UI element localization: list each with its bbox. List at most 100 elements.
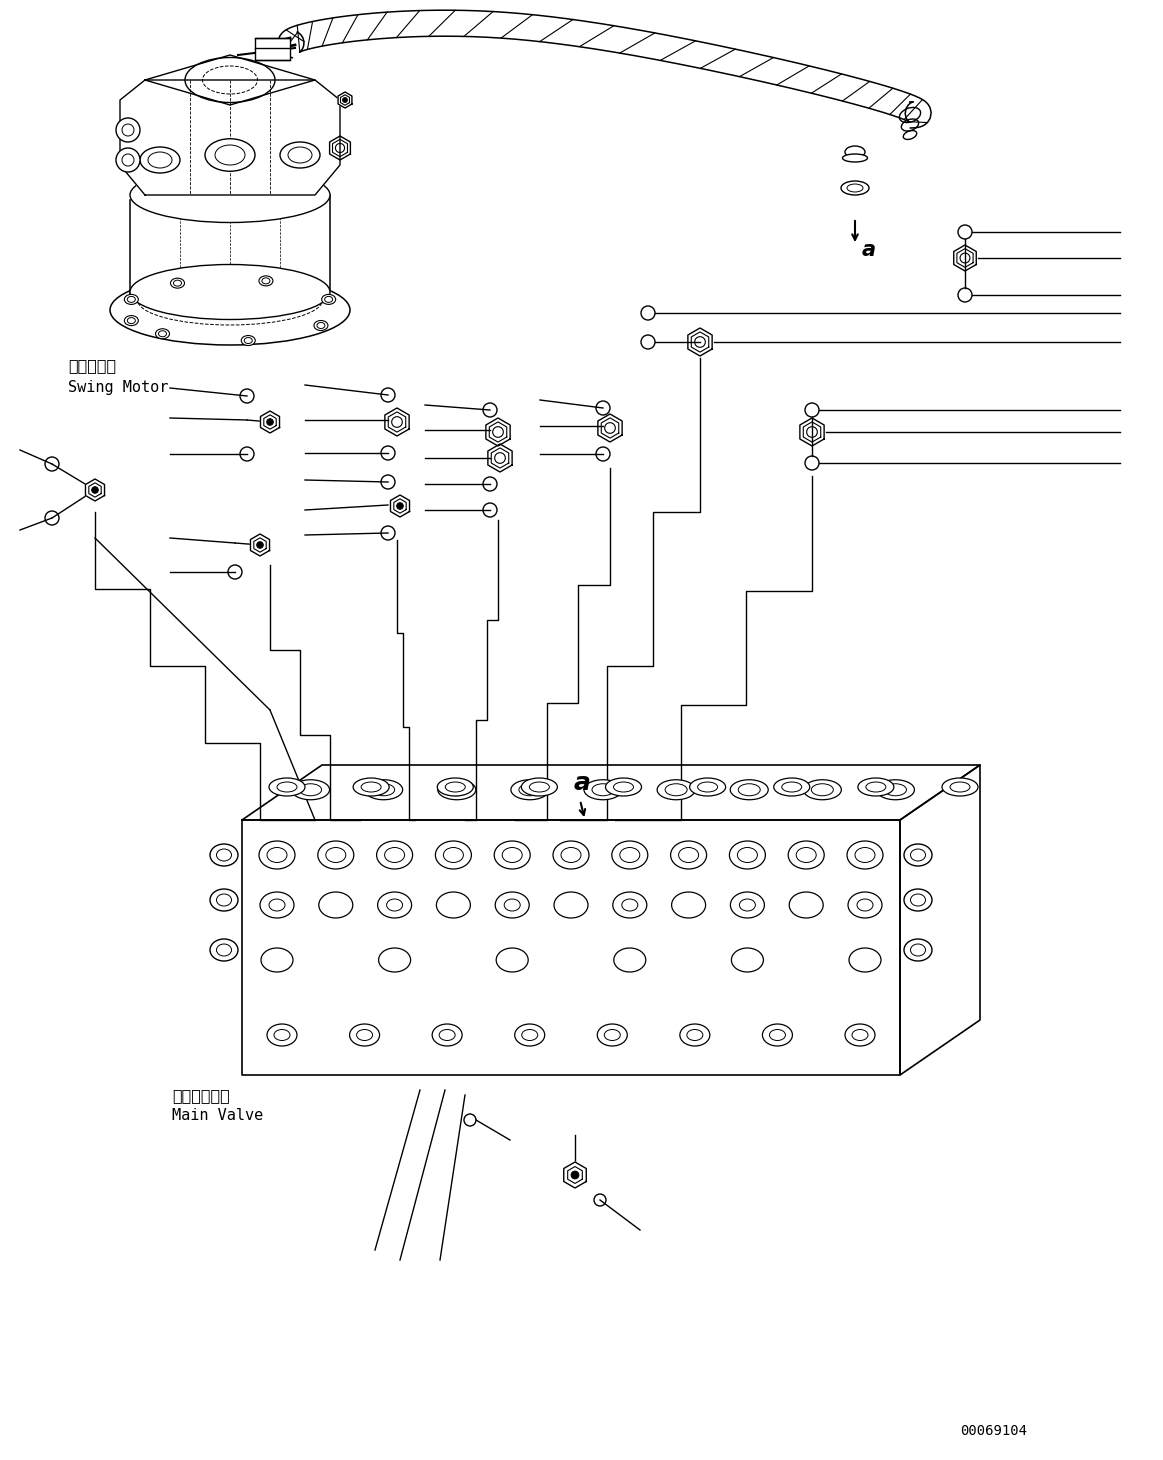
Ellipse shape (521, 778, 557, 796)
Polygon shape (242, 765, 980, 821)
Circle shape (116, 118, 140, 142)
Ellipse shape (804, 780, 841, 800)
Ellipse shape (846, 146, 865, 158)
Ellipse shape (904, 939, 932, 961)
Circle shape (116, 147, 140, 172)
Ellipse shape (379, 948, 411, 972)
Polygon shape (85, 479, 105, 501)
Ellipse shape (497, 948, 528, 972)
Ellipse shape (319, 892, 352, 918)
Ellipse shape (846, 1023, 875, 1045)
Ellipse shape (292, 780, 329, 800)
Ellipse shape (732, 948, 763, 972)
Ellipse shape (763, 1023, 792, 1045)
Ellipse shape (942, 778, 978, 796)
Polygon shape (564, 1162, 586, 1188)
Ellipse shape (280, 142, 320, 168)
Ellipse shape (259, 276, 273, 286)
Ellipse shape (904, 844, 932, 866)
Ellipse shape (612, 841, 648, 869)
Ellipse shape (614, 948, 645, 972)
Ellipse shape (124, 315, 138, 326)
Ellipse shape (261, 948, 293, 972)
Ellipse shape (671, 841, 707, 869)
Ellipse shape (729, 841, 765, 869)
Ellipse shape (842, 153, 868, 162)
Ellipse shape (365, 780, 402, 800)
Ellipse shape (377, 841, 413, 869)
Circle shape (266, 419, 273, 425)
Ellipse shape (350, 1023, 379, 1045)
Ellipse shape (205, 139, 255, 171)
Polygon shape (145, 55, 315, 105)
Circle shape (92, 486, 99, 493)
Ellipse shape (259, 841, 295, 869)
Ellipse shape (437, 780, 476, 800)
Ellipse shape (877, 780, 914, 800)
Ellipse shape (680, 1023, 709, 1045)
Circle shape (571, 1171, 579, 1178)
Ellipse shape (140, 147, 180, 172)
Ellipse shape (435, 841, 471, 869)
Ellipse shape (849, 948, 882, 972)
Ellipse shape (354, 778, 390, 796)
Text: メインバルブ: メインバルブ (172, 1088, 230, 1102)
Text: Swing Motor: Swing Motor (67, 380, 169, 396)
Polygon shape (391, 495, 409, 517)
Ellipse shape (671, 892, 706, 918)
Ellipse shape (606, 778, 642, 796)
Ellipse shape (156, 328, 170, 339)
Text: Main Valve: Main Valve (172, 1108, 263, 1123)
Ellipse shape (130, 264, 330, 320)
Text: 00069104: 00069104 (959, 1424, 1027, 1438)
Ellipse shape (269, 778, 305, 796)
Circle shape (397, 502, 404, 510)
Ellipse shape (790, 892, 823, 918)
Ellipse shape (598, 1023, 627, 1045)
Ellipse shape (211, 844, 238, 866)
Ellipse shape (241, 336, 255, 346)
Ellipse shape (433, 1023, 462, 1045)
Ellipse shape (841, 181, 869, 196)
Ellipse shape (267, 1023, 297, 1045)
Ellipse shape (211, 939, 238, 961)
Polygon shape (120, 80, 340, 196)
Ellipse shape (904, 889, 932, 911)
Ellipse shape (124, 295, 138, 304)
Ellipse shape (322, 295, 336, 304)
Ellipse shape (110, 274, 350, 345)
Ellipse shape (495, 892, 529, 918)
Ellipse shape (552, 841, 588, 869)
Ellipse shape (730, 780, 769, 800)
Ellipse shape (378, 892, 412, 918)
Ellipse shape (515, 1023, 544, 1045)
Ellipse shape (847, 841, 883, 869)
Text: a: a (862, 239, 876, 260)
Polygon shape (250, 534, 270, 556)
Circle shape (343, 98, 348, 102)
Polygon shape (261, 412, 279, 434)
Ellipse shape (211, 889, 238, 911)
Ellipse shape (436, 892, 470, 918)
Ellipse shape (690, 778, 726, 796)
Ellipse shape (261, 892, 294, 918)
Ellipse shape (130, 168, 330, 222)
Text: a: a (575, 771, 591, 796)
Ellipse shape (314, 321, 328, 330)
Ellipse shape (773, 778, 809, 796)
Ellipse shape (858, 778, 894, 796)
Ellipse shape (554, 892, 588, 918)
Ellipse shape (584, 780, 622, 800)
Ellipse shape (494, 841, 530, 869)
Ellipse shape (317, 841, 354, 869)
Polygon shape (338, 92, 352, 108)
Ellipse shape (730, 892, 764, 918)
Ellipse shape (511, 780, 549, 800)
Ellipse shape (848, 892, 882, 918)
Ellipse shape (171, 279, 185, 288)
Ellipse shape (657, 780, 695, 800)
Ellipse shape (789, 841, 825, 869)
Polygon shape (900, 765, 980, 1075)
Ellipse shape (613, 892, 647, 918)
FancyBboxPatch shape (255, 38, 290, 60)
